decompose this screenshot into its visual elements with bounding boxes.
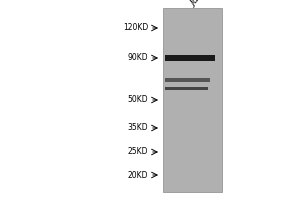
Text: 50KD: 50KD: [128, 96, 148, 104]
Bar: [165, 78, 210, 82]
Text: 35KD: 35KD: [128, 123, 148, 132]
Bar: [163, 8, 222, 192]
Text: Jurkat: Jurkat: [189, 0, 216, 8]
Text: 120KD: 120KD: [123, 23, 148, 32]
Bar: [165, 86, 208, 90]
Text: 20KD: 20KD: [128, 170, 148, 180]
Bar: [165, 55, 215, 61]
Text: 90KD: 90KD: [128, 53, 148, 62]
Text: 25KD: 25KD: [128, 148, 148, 156]
